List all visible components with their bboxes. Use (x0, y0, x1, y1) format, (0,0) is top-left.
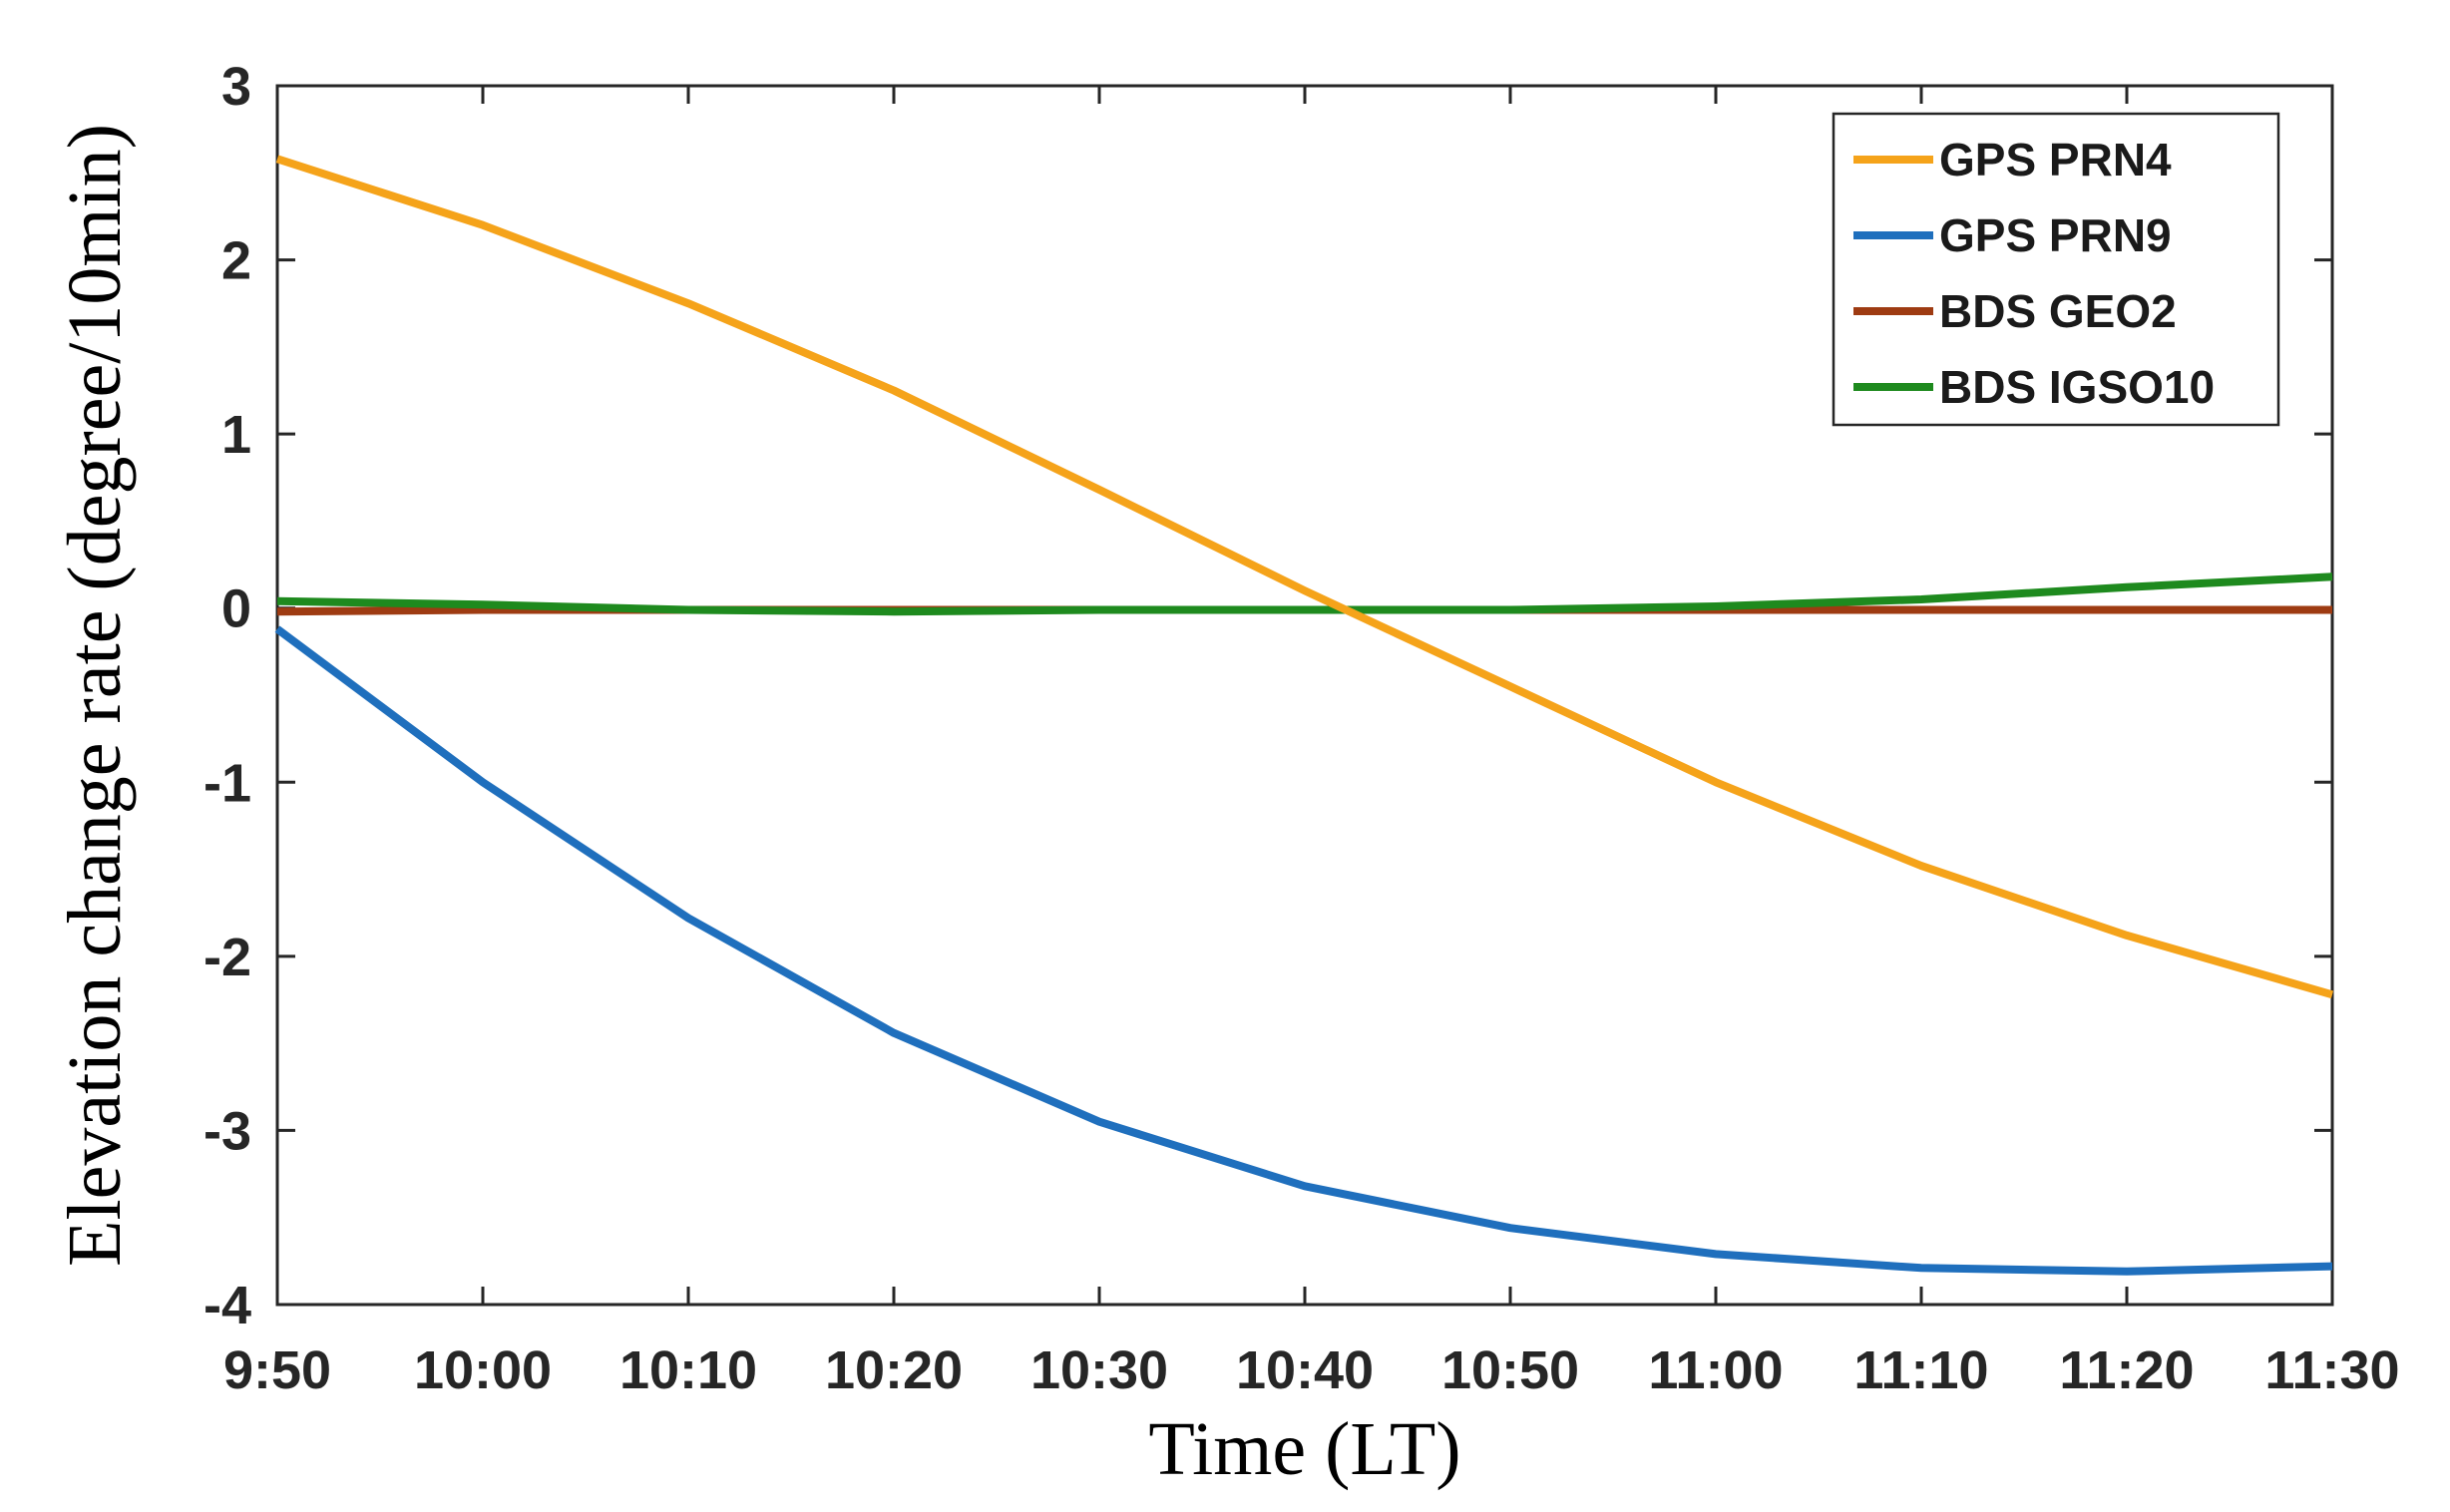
tick-labels: 9:50 10:00 10:10 10:20 10:30 10:40 10:50 11:00 1… (204, 57, 2400, 1400)
legend-box (1832, 112, 2280, 427)
y-axis-title: Elevation change rate (degree/10min) (53, 124, 137, 1267)
y-tick-label: -1 (204, 753, 251, 813)
legend: GPS PRN4 GPS PRN9 BDS GEO2 BDS IGSO10 (1832, 112, 2280, 427)
x-tick-label: 11:20 (2059, 1340, 2194, 1400)
legend-label: GPS PRN4 (1939, 134, 2172, 186)
y-tick-label: -3 (204, 1101, 251, 1161)
legend-label: BDS GEO2 (1939, 285, 2177, 337)
x-tick-label: 11:10 (1853, 1340, 1988, 1400)
x-tick-label: 9:50 (223, 1340, 331, 1400)
legend-label: GPS PRN9 (1939, 209, 2172, 261)
axis-ticks (275, 84, 2334, 1307)
y-tick-label: 0 (221, 579, 251, 639)
y-tick-label: -2 (204, 928, 251, 987)
y-tick-label: 3 (221, 57, 251, 117)
y-tick-label: 1 (221, 405, 251, 465)
x-tick-label: 10:30 (1030, 1340, 1168, 1400)
series-lines (274, 155, 2334, 1276)
x-tick-label: 11:00 (1648, 1340, 1783, 1400)
x-tick-label: 11:30 (2264, 1340, 2399, 1400)
x-axis-title: Time (LT) (1148, 1407, 1460, 1491)
y-tick-label: 2 (221, 231, 251, 291)
x-tick-label: 10:50 (1441, 1340, 1579, 1400)
x-tick-label: 10:00 (414, 1340, 552, 1400)
x-tick-label: 10:20 (825, 1340, 963, 1400)
series-line-gps-prn4 (275, 155, 2334, 999)
legend-items: GPS PRN4 GPS PRN9 BDS GEO2 BDS IGSO10 (1853, 134, 2215, 413)
y-tick-label: -4 (204, 1276, 251, 1335)
x-tick-label: 10:10 (619, 1340, 757, 1400)
x-tick-label: 10:40 (1236, 1340, 1374, 1400)
series-line-gps-prn9 (274, 625, 2333, 1276)
legend-label: BDS IGSO10 (1939, 361, 2215, 413)
series-line-bds-igso10 (276, 572, 2333, 616)
